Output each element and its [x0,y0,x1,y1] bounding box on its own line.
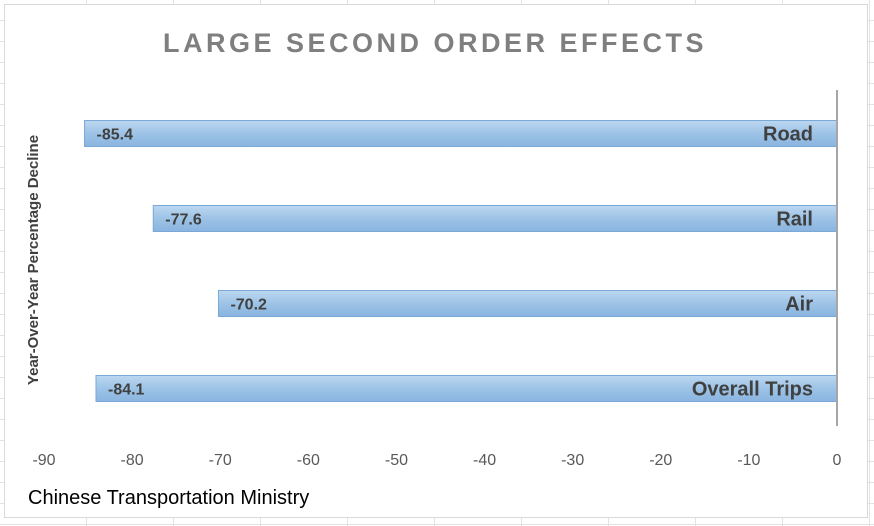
x-tick-label: -60 [297,452,320,469]
x-tick-label: -30 [561,452,584,469]
data-label-rail: -77.6 [165,212,202,229]
category-label-road: Road [763,124,813,146]
bar-air[interactable] [217,290,838,317]
source-note: Chinese Transportation Ministry [28,487,309,509]
x-tick-label: -20 [649,452,672,469]
x-tick-label: -90 [32,452,55,469]
y-axis-label: Year-Over-Year Percentage Decline [25,135,42,385]
category-label-rail: Rail [776,209,813,231]
x-tick-label: 0 [833,452,842,469]
data-label-road: -85.4 [97,127,134,144]
data-label-overall-trips: -84.1 [108,382,145,399]
chart-area[interactable] [4,4,868,518]
data-label-air: -70.2 [230,297,267,314]
x-tick-label: -50 [385,452,408,469]
chart-title: LARGE SECOND ORDER EFFECTS [163,28,707,58]
bar-road[interactable] [84,120,838,147]
bar-overall-trips[interactable] [95,375,838,402]
category-label-overall-trips: Overall Trips [692,379,813,401]
x-tick-label: -10 [737,452,760,469]
x-tick-label: -80 [121,452,144,469]
x-tick-label: -40 [473,452,496,469]
category-label-air: Air [785,294,813,316]
bar-rail[interactable] [152,205,838,232]
x-tick-label: -70 [209,452,232,469]
